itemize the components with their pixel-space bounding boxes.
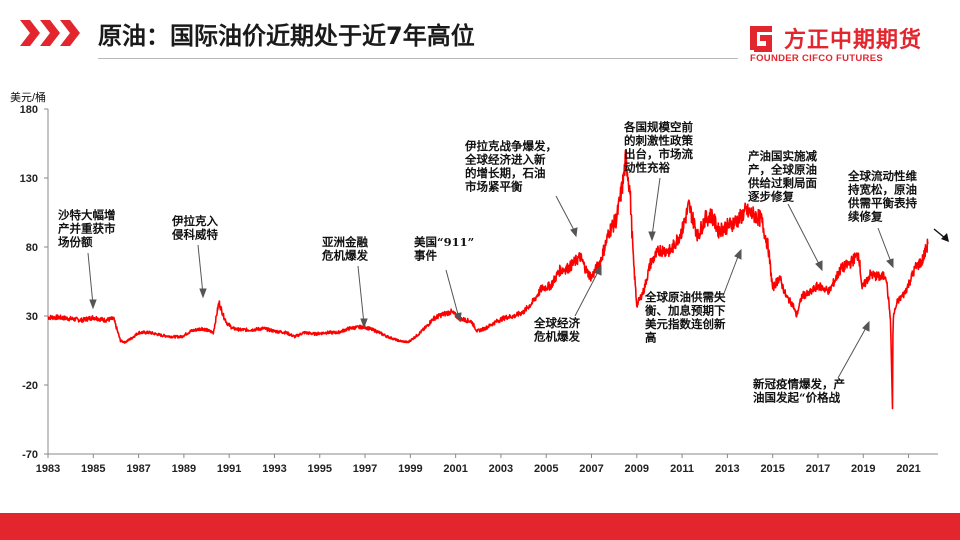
y-tick-label: 130 xyxy=(20,173,38,185)
x-tick-label: 1999 xyxy=(398,463,422,475)
x-tick-label: 2003 xyxy=(489,463,513,475)
brand-name-en: FOUNDER CIFCO FUTURES xyxy=(750,53,883,64)
x-tick-label: 1991 xyxy=(217,463,241,475)
annotation-line: 供给过剩局面 xyxy=(747,176,817,190)
x-tick-label: 2007 xyxy=(579,463,603,475)
x-tick-label: 2019 xyxy=(851,463,875,475)
x-tick-label: 2017 xyxy=(806,463,830,475)
annotation-line: 新冠疫情爆发，产 xyxy=(753,377,845,391)
footer-bar xyxy=(0,513,960,540)
annotation-line: 场份额 xyxy=(58,235,93,249)
y-tick-label: -20 xyxy=(22,380,38,392)
annotation-line: 全球流动性维 xyxy=(847,169,917,183)
title-bar: 原油：国际油价近期处于近7年高位 方正中期期货 FOUNDER CIFCO FU… xyxy=(0,0,960,70)
page-title: 原油：国际油价近期处于近7年高位 xyxy=(98,22,475,50)
x-tick-label: 2013 xyxy=(715,463,739,475)
annotation-line: 事件 xyxy=(414,249,437,263)
annotation-line: 危机爆发 xyxy=(533,330,580,344)
y-axis-unit-label: 美元/桶 xyxy=(10,90,46,104)
wti-price-line xyxy=(47,149,929,410)
annotation-line: 美国“911” xyxy=(414,235,474,249)
annotation-line: 产油国实施减 xyxy=(748,149,817,163)
title-divider xyxy=(98,58,738,59)
annotation-line: 出台，市场流 xyxy=(624,147,693,161)
chevron-arrows-icon xyxy=(20,20,80,46)
annotation-line: 续修复 xyxy=(848,210,883,224)
annotation-line: 持宽松，原油 xyxy=(848,183,917,197)
annotation-line: 高 xyxy=(645,331,657,345)
oil-price-chart: 美元/桶 180 130 80 30 -20 -70 1983 1985 1987 1989 199… xyxy=(10,90,949,475)
y-tick-label: -70 xyxy=(22,449,38,461)
y-tick-label: 30 xyxy=(26,311,38,323)
annotation-line: 全球经济进入新 xyxy=(464,153,546,167)
annotation-line: 的增长期，石油 xyxy=(465,166,546,180)
annotation-line: 全球原油供需失 xyxy=(644,290,726,304)
x-tick-label: 2001 xyxy=(443,463,467,475)
x-tick-label: 1985 xyxy=(81,463,105,475)
y-tick-label: 80 xyxy=(26,242,38,254)
annotation-line: 沙特大幅增 xyxy=(58,208,116,222)
x-tick-label: 1993 xyxy=(262,463,286,475)
annotation-arrows xyxy=(87,177,894,379)
chart-axes: 180 130 80 30 -20 -70 1983 1985 1987 1989 1991 1993… xyxy=(20,104,938,475)
annotation-line: 亚洲金融 xyxy=(322,235,368,249)
annotation-line: 美元指数连创新 xyxy=(645,317,726,331)
annotation-line: 逐步修复 xyxy=(748,190,794,204)
annotation-line: 供需平衡表持 xyxy=(847,196,917,210)
y-tick-label: 180 xyxy=(20,104,38,116)
event-annotations: 沙特大幅增产并重获市场份额伊拉克入侵科威特亚洲金融危机爆发美国“911”事件伊拉… xyxy=(58,120,917,405)
x-tick-label: 2009 xyxy=(625,463,649,475)
projection-arrow xyxy=(933,228,949,242)
brand-name-cn: 方正中期期货 xyxy=(784,28,923,53)
annotation-line: 产并重获市 xyxy=(58,222,116,236)
x-tick-label: 1995 xyxy=(308,463,332,475)
x-tick-label: 2011 xyxy=(670,463,694,475)
x-tick-label: 2021 xyxy=(896,463,920,475)
annotation-line: 伊拉克战争爆发， xyxy=(464,139,557,153)
x-tick-label: 1983 xyxy=(36,463,60,475)
brand-logo: 方正中期期货 FOUNDER CIFCO FUTURES xyxy=(746,20,946,64)
annotation-line: 衡、加息预期下 xyxy=(645,304,726,318)
brand-mark-icon xyxy=(750,26,772,52)
annotation-line: 的刺激性政策 xyxy=(624,134,693,148)
annotation-line: 全球经济 xyxy=(533,316,580,330)
annotation-line: 市场紧平衡 xyxy=(465,180,523,194)
annotation-line: 产，全球原油 xyxy=(748,163,817,177)
x-tick-label: 1987 xyxy=(126,463,150,475)
x-tick-label: 2015 xyxy=(760,463,784,475)
annotation-line: 油国发起“价格战 xyxy=(753,391,841,405)
x-tick-label: 1989 xyxy=(172,463,196,475)
annotation-line: 危机爆发 xyxy=(321,249,368,263)
x-tick-label: 1997 xyxy=(353,463,377,475)
annotation-line: 伊拉克入 xyxy=(171,214,218,228)
x-tick-label: 2005 xyxy=(534,463,558,475)
annotation-line: 侵科威特 xyxy=(171,228,218,242)
annotation-line: 各国规模空前 xyxy=(623,120,693,134)
annotation-line: 动性充裕 xyxy=(624,161,670,175)
